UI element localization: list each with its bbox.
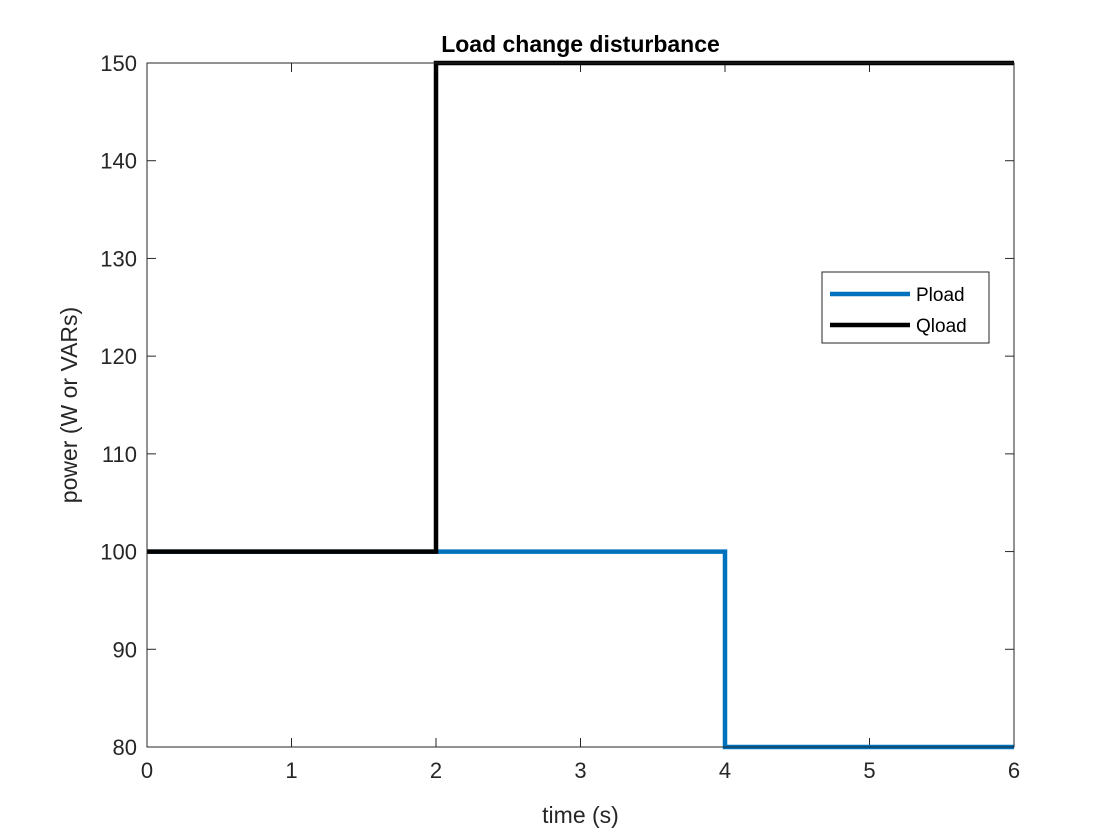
y-tick-label: 130: [100, 246, 137, 271]
y-axis-label: power (W or VARs): [56, 307, 82, 503]
y-tick-label: 80: [113, 735, 137, 760]
y-tick-label: 140: [100, 149, 137, 174]
x-axis-label: time (s): [542, 802, 619, 828]
y-tick-label: 90: [113, 637, 137, 662]
x-tick-label: 4: [719, 758, 731, 783]
x-tick-label: 3: [574, 758, 586, 783]
x-tick-label: 0: [141, 758, 153, 783]
axes-box: [146, 62, 1015, 748]
x-tick-label: 5: [863, 758, 875, 783]
y-tick-label: 120: [100, 344, 137, 369]
legend-label-pload: Pload: [916, 285, 965, 306]
y-tick-label: 100: [100, 540, 137, 565]
x-tick-label: 2: [430, 758, 442, 783]
legend-label-qload: Qload: [916, 316, 967, 337]
chart-title: Load change disturbance: [441, 31, 720, 57]
legend-box: [821, 271, 990, 344]
y-tick-label: 110: [102, 442, 137, 467]
plot-area: [147, 63, 1014, 747]
legend: Pload Qload: [821, 271, 990, 344]
x-tick-label: 6: [1008, 758, 1020, 783]
tick-labels: 0 1 2 3 4 5 6 80 90 100 110 120 130 140 150: [100, 51, 1020, 783]
x-tick-label: 1: [285, 758, 297, 783]
y-tick-label: 150: [100, 51, 137, 76]
